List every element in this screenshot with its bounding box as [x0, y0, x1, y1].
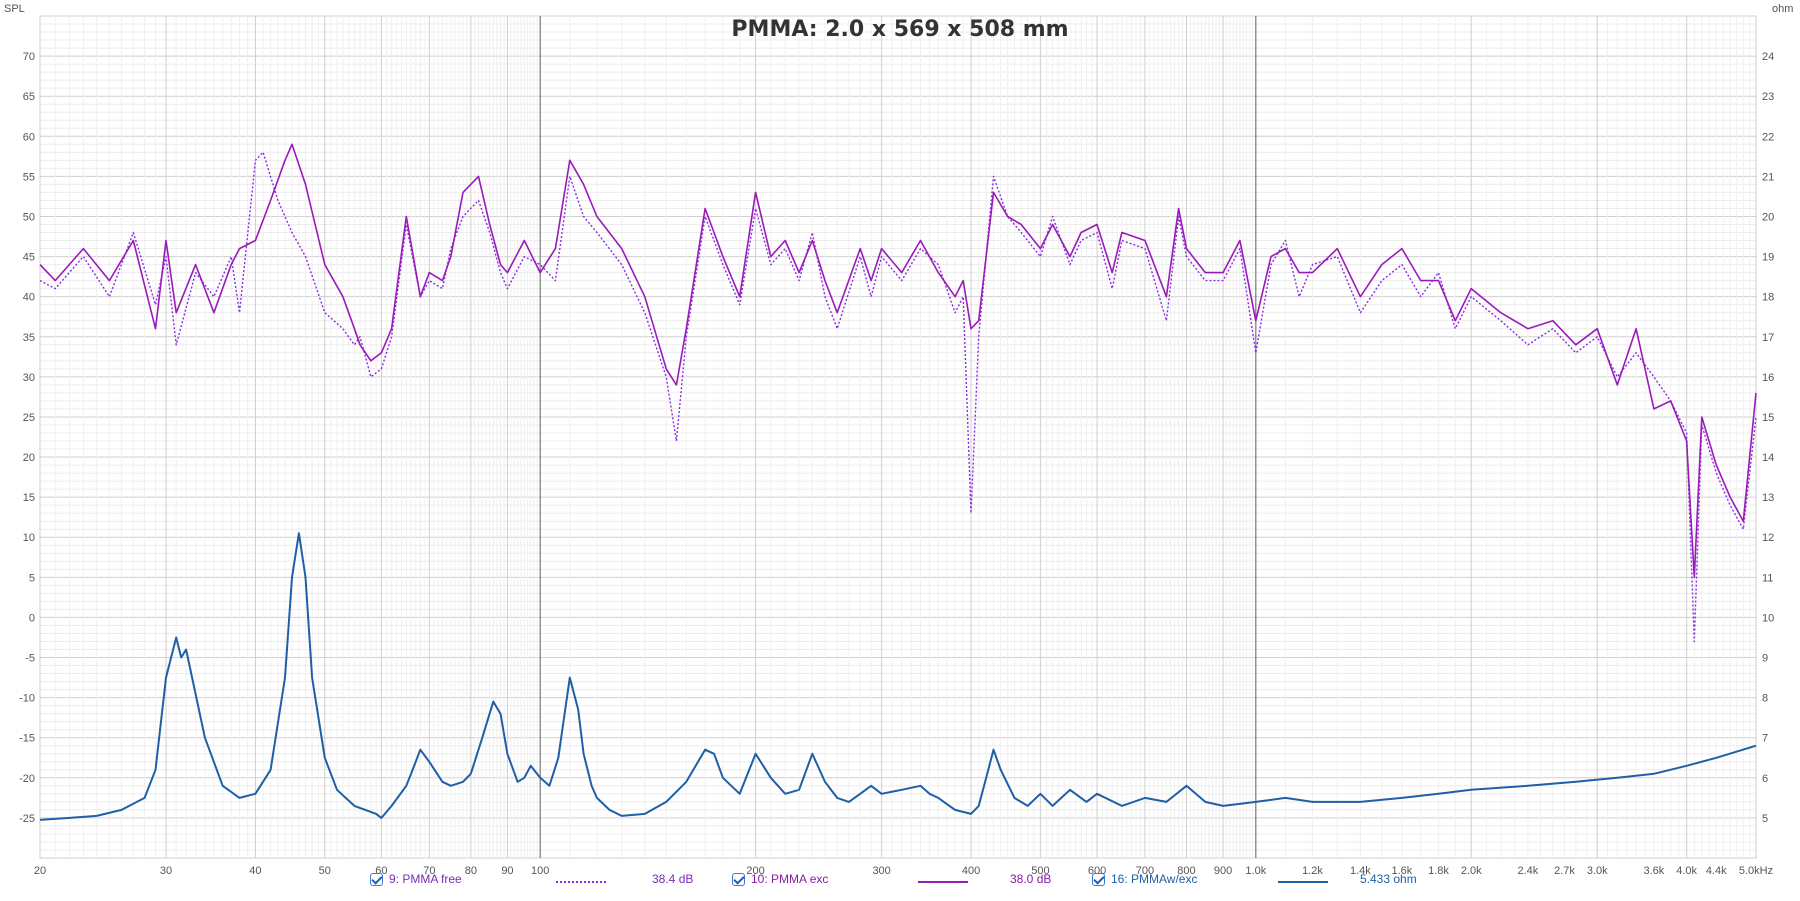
grid-layer [39, 15, 1757, 859]
y-left-tick-label: 30 [23, 372, 35, 384]
y-right-tick-label: 15 [1762, 412, 1774, 424]
y-left-tick-label: 35 [23, 332, 35, 344]
x-tick-label: 1.4k [1350, 865, 1371, 877]
y-left-tick-label: 20 [23, 452, 35, 464]
x-tick-label: 3.6k [1644, 865, 1665, 877]
y-axis-left-label: SPL [4, 3, 25, 15]
x-tick-label: 2.7k [1554, 865, 1575, 877]
y-left-tick-label: 70 [23, 51, 35, 63]
legend: 9: PMMA free 38.4 dB 10: PMMA exc 38.0 d… [0, 872, 1800, 896]
legend-value-pmmaw-exc: 5.433 ohm [1360, 872, 1417, 886]
y-right-tick-label: 20 [1762, 211, 1774, 223]
y-right-tick-label: 19 [1762, 252, 1774, 264]
x-tick-label: 1.0k [1245, 865, 1266, 877]
x-tick-label: 50 [319, 865, 331, 877]
x-tick-label: 70 [423, 865, 435, 877]
y-left-tick-label: -5 [25, 653, 35, 665]
x-tick-label: 90 [501, 865, 513, 877]
legend-item-pmmaw-exc[interactable]: 16: PMMAw/exc [1092, 872, 1197, 886]
checkbox-pmma-exc[interactable] [732, 872, 745, 886]
checkbox-pmma-free[interactable] [370, 872, 383, 886]
y-right-tick-label: 16 [1762, 372, 1774, 384]
legend-line-pmma-free [556, 881, 606, 883]
x-tick-label: 40 [249, 865, 261, 877]
y-axis-right-label: ohm [1772, 3, 1793, 15]
y-left-tick-label: 65 [23, 91, 35, 103]
legend-label-pmmaw-exc: 16: PMMAw/exc [1111, 872, 1198, 886]
legend-value-pmma-exc: 38.0 dB [1010, 872, 1052, 886]
y-left-tick-label: 45 [23, 252, 35, 264]
series-line-2 [39, 532, 1757, 821]
x-tick-label: 1.2k [1302, 865, 1323, 877]
legend-item-pmma-exc[interactable]: 10: PMMA exc [732, 872, 828, 886]
y-right-tick-label: 13 [1762, 492, 1774, 504]
y-right-tick-label: 10 [1762, 612, 1774, 624]
x-tick-label: 4.0k [1676, 865, 1697, 877]
y-right-tick-label: 6 [1762, 773, 1768, 785]
y-right-tick-label: 22 [1762, 131, 1774, 143]
x-tick-label: 1.6k [1391, 865, 1412, 877]
checkbox-pmmaw-exc[interactable] [1092, 872, 1105, 886]
y-right-tick-label: 5 [1762, 813, 1768, 825]
y-right-tick-label: 7 [1762, 733, 1768, 745]
y-right-tick-label: 21 [1762, 171, 1774, 183]
y-right-tick-label: 14 [1762, 452, 1774, 464]
x-tick-label: 30 [160, 865, 172, 877]
legend-line-pmma-exc [918, 881, 968, 883]
y-left-tick-label: 60 [23, 131, 35, 143]
x-tick-label: 300 [872, 865, 890, 877]
x-tick-label: 100 [531, 865, 549, 877]
y-right-tick-label: 23 [1762, 91, 1774, 103]
x-tick-label: 20 [34, 865, 46, 877]
series-line-1 [39, 143, 1757, 579]
x-tick-label: 800 [1177, 865, 1195, 877]
y-right-tick-label: 8 [1762, 693, 1768, 705]
legend-line-pmmaw-exc [1278, 881, 1328, 883]
y-right-tick-label: 18 [1762, 292, 1774, 304]
axes-layer: 20 30 40 50 60 70 80 90 100 200 300 400 500 600 700 800… [19, 51, 1774, 877]
legend-label-pmma-exc: 10: PMMA exc [751, 872, 829, 886]
x-tick-label: 2.4k [1517, 865, 1538, 877]
y-right-tick-label: 9 [1762, 653, 1768, 665]
y-left-tick-label: 15 [23, 492, 35, 504]
y-left-tick-label: 55 [23, 171, 35, 183]
y-left-tick-label: 5 [29, 572, 35, 584]
x-tick-label: 4.4k [1706, 865, 1727, 877]
x-tick-label: 2.0k [1461, 865, 1482, 877]
y-left-tick-label: -15 [19, 733, 35, 745]
y-right-tick-label: 11 [1762, 572, 1773, 584]
series-layer [39, 143, 1757, 821]
x-tick-label: 3.0k [1587, 865, 1608, 877]
y-left-tick-label: 0 [29, 612, 35, 624]
y-left-tick-label: 40 [23, 292, 35, 304]
y-left-tick-label: -25 [19, 813, 35, 825]
y-left-tick-label: -10 [19, 693, 35, 705]
y-left-tick-label: 10 [23, 532, 35, 544]
x-tick-label: 5.0kHz [1739, 865, 1773, 877]
chart-title: PMMA: 2.0 x 569 x 508 mm [731, 17, 1068, 42]
x-tick-label: 200 [746, 865, 764, 877]
y-right-tick-label: 24 [1762, 51, 1774, 63]
x-tick-label: 700 [1136, 865, 1154, 877]
y-right-tick-label: 17 [1762, 332, 1774, 344]
legend-item-pmma-free[interactable]: 9: PMMA free [370, 872, 462, 886]
plot-frame [39, 15, 1757, 859]
x-tick-label: 400 [962, 865, 980, 877]
x-tick-label: 900 [1214, 865, 1232, 877]
x-tick-label: 1.8k [1428, 865, 1449, 877]
legend-value-pmma-free: 38.4 dB [652, 872, 694, 886]
x-tick-label: 500 [1031, 865, 1049, 877]
legend-label-pmma-free: 9: PMMA free [389, 872, 462, 886]
y-left-tick-label: 25 [23, 412, 35, 424]
y-right-tick-label: 12 [1762, 532, 1774, 544]
y-left-tick-label: 50 [23, 211, 35, 223]
y-left-tick-label: -20 [19, 773, 35, 785]
x-tick-label: 80 [465, 865, 477, 877]
